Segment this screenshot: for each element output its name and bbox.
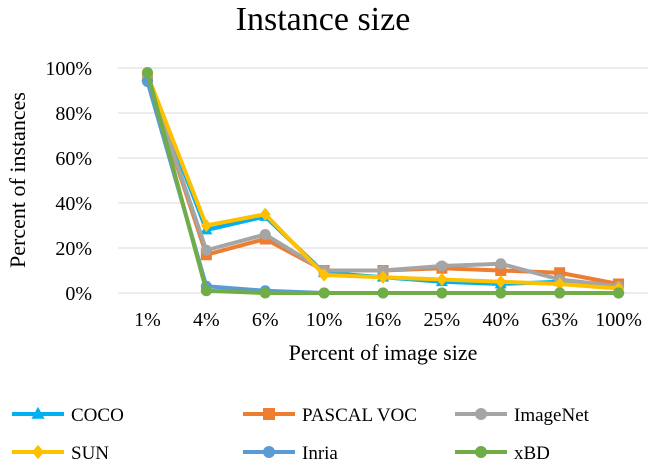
legend-marker [475,408,487,420]
legend-label: PASCAL VOC [302,405,417,426]
data-point [436,260,448,272]
series-line [145,76,619,291]
series-xbd [141,67,625,299]
x-tick-label: 6% [252,309,279,331]
y-axis-ticks: 0% 20% 40% 60% 80% 100% [45,58,92,305]
x-tick-label: 40% [482,309,519,331]
legend-item: ImageNet [455,405,590,426]
y-tick-label: 80% [55,103,92,125]
data-point [495,265,507,276]
x-tick-label: 1% [134,309,161,331]
legend-marker [31,406,45,419]
data-point [495,287,507,299]
data-point [200,285,212,297]
legend-label: SUN [71,443,109,464]
legend: COCO PASCAL VOC ImageNet SUN Inria xBD [12,405,590,464]
data-point [495,258,507,270]
data-point [259,287,271,299]
data-point [318,268,330,282]
x-tick-label: 100% [595,309,642,331]
x-axis-label: Percent of image size [289,340,478,365]
data-point [318,287,330,299]
chart-title: Instance size [236,1,411,38]
data-point [141,67,153,78]
x-axis-ticks: 1% 4% 6% 10% 16% 25% 40% 63% 100% [134,309,642,331]
x-tick-label: 4% [193,309,220,331]
legend-marker [263,408,275,420]
data-point [259,207,271,221]
series-line [145,76,619,286]
data-point [495,275,507,289]
series-sun [141,68,625,296]
legend-label: xBD [514,443,550,464]
y-tick-label: 100% [45,58,92,80]
series-line [145,71,619,295]
x-tick-label: 16% [365,309,402,331]
data-point [554,267,566,279]
data-point [554,287,566,299]
data-point [436,272,448,287]
x-tick-label: 63% [541,309,578,331]
legend-item: PASCAL VOC [243,405,417,426]
y-tick-label: 40% [55,193,92,215]
y-tick-label: 0% [65,283,92,305]
legend-marker [263,446,275,458]
series-group [141,67,625,299]
data-point [613,287,625,299]
series-pascal-voc [141,71,625,290]
data-point [377,287,389,299]
series-coco [141,70,625,293]
legend-item: SUN [12,443,109,464]
data-point [436,287,448,299]
data-point [377,265,389,276]
series-line [145,76,619,289]
y-tick-label: 60% [55,148,92,170]
legend-item: xBD [455,443,550,464]
legend-label: COCO [71,405,124,426]
legend-label: Inria [302,443,338,464]
data-point [259,229,271,240]
y-axis-label: Percent of instances [5,92,30,268]
legend-item: COCO [12,405,124,426]
legend-marker [32,444,44,460]
legend-label: ImageNet [514,405,590,426]
data-point [554,277,566,291]
data-point [200,218,212,233]
series-line [145,74,619,291]
legend-item: Inria [243,443,338,464]
y-tick-label: 20% [55,238,92,260]
data-point [200,244,212,256]
x-tick-label: 10% [306,309,343,331]
series-imagenet [141,71,625,292]
data-point [377,270,389,284]
x-tick-label: 25% [424,309,461,331]
legend-marker [475,446,487,458]
